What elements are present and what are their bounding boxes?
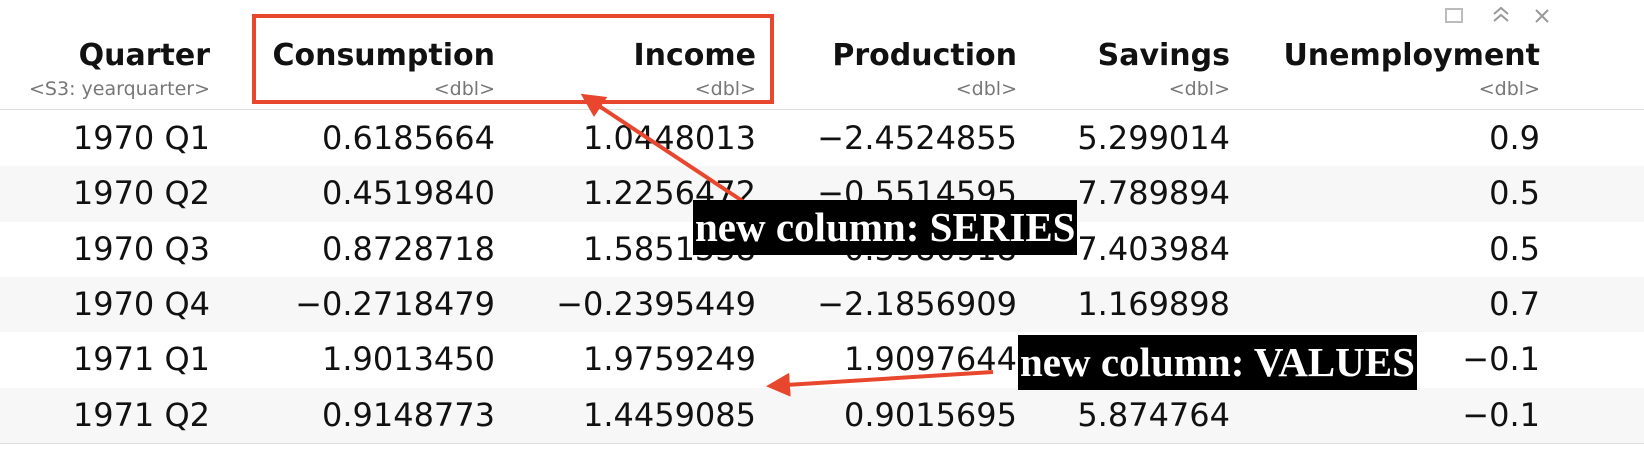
collapse-icon[interactable]: [1493, 6, 1509, 15]
table-cell: 5.299014: [1077, 119, 1230, 157]
table-cell: −2.4524855: [817, 119, 1017, 157]
table-cell: 1971 Q1: [72, 340, 210, 379]
table-cell: −2.1856909: [817, 284, 1017, 323]
column-type: <dbl>: [955, 78, 1017, 100]
column-type: <dbl>: [1478, 78, 1540, 100]
column-type: <dbl>: [694, 78, 756, 100]
table-cell: 1970 Q1: [72, 119, 210, 157]
table-cell: −0.1: [1462, 340, 1540, 379]
table-cell: 0.6185664: [321, 119, 495, 157]
column-type: <S3: yearquarter>: [29, 78, 210, 100]
arrow: [580, 93, 752, 208]
column-header: Income: [633, 38, 756, 73]
table-cell: 0.9: [1489, 119, 1540, 157]
table-cell: 5.874764: [1077, 395, 1230, 434]
table-cell: 0.8728718: [321, 229, 495, 268]
annotation: new column: SERIES: [693, 200, 1078, 255]
table-cell: 1.169898: [1077, 284, 1230, 323]
table-cell: 1970 Q3: [72, 229, 210, 268]
table-cell: 0.9015695: [843, 395, 1017, 434]
export-icon[interactable]: [1445, 8, 1463, 23]
collapse-icon-part: [1493, 13, 1509, 22]
column-header: Savings: [1097, 38, 1230, 73]
table-cell: −0.2718479: [295, 284, 495, 323]
column-type: <dbl>: [433, 78, 495, 100]
table-cell: 7.403984: [1077, 229, 1230, 268]
bottom-rule: [0, 442, 1644, 444]
arrow: [766, 370, 994, 397]
table-cell: 0.5: [1489, 229, 1540, 268]
header-rule: [0, 109, 1644, 110]
column-type: <dbl>: [1168, 78, 1230, 100]
table-cell: 0.9148773: [321, 395, 495, 434]
row-stripe: [0, 387, 1644, 443]
annotation: new column: VALUES: [1018, 335, 1417, 390]
table-cell: 1971 Q2: [72, 395, 210, 434]
table-cell: 1.9759249: [582, 340, 756, 379]
table-cell: 7.789894: [1077, 174, 1230, 213]
table-cell: −0.2395449: [556, 284, 756, 323]
column-header: Consumption: [272, 38, 495, 73]
table-cell: 1970 Q2: [72, 174, 210, 213]
table-cell: 0.4519840: [321, 174, 495, 213]
column-header: Production: [832, 38, 1017, 73]
close-icon[interactable]: [1535, 9, 1549, 23]
table-cell: 0.5: [1489, 174, 1540, 213]
column-header: Unemployment: [1283, 38, 1540, 73]
row-stripe: [0, 276, 1644, 333]
table-cell: 1.9013450: [321, 340, 495, 379]
table-cell: 1970 Q4: [72, 284, 210, 323]
column-header: Quarter: [78, 38, 210, 73]
table-cell: 1.4459085: [582, 395, 756, 434]
table-cell: 0.7: [1489, 284, 1540, 323]
table-cell: −0.1: [1462, 395, 1540, 434]
highlight-box: [252, 14, 774, 104]
